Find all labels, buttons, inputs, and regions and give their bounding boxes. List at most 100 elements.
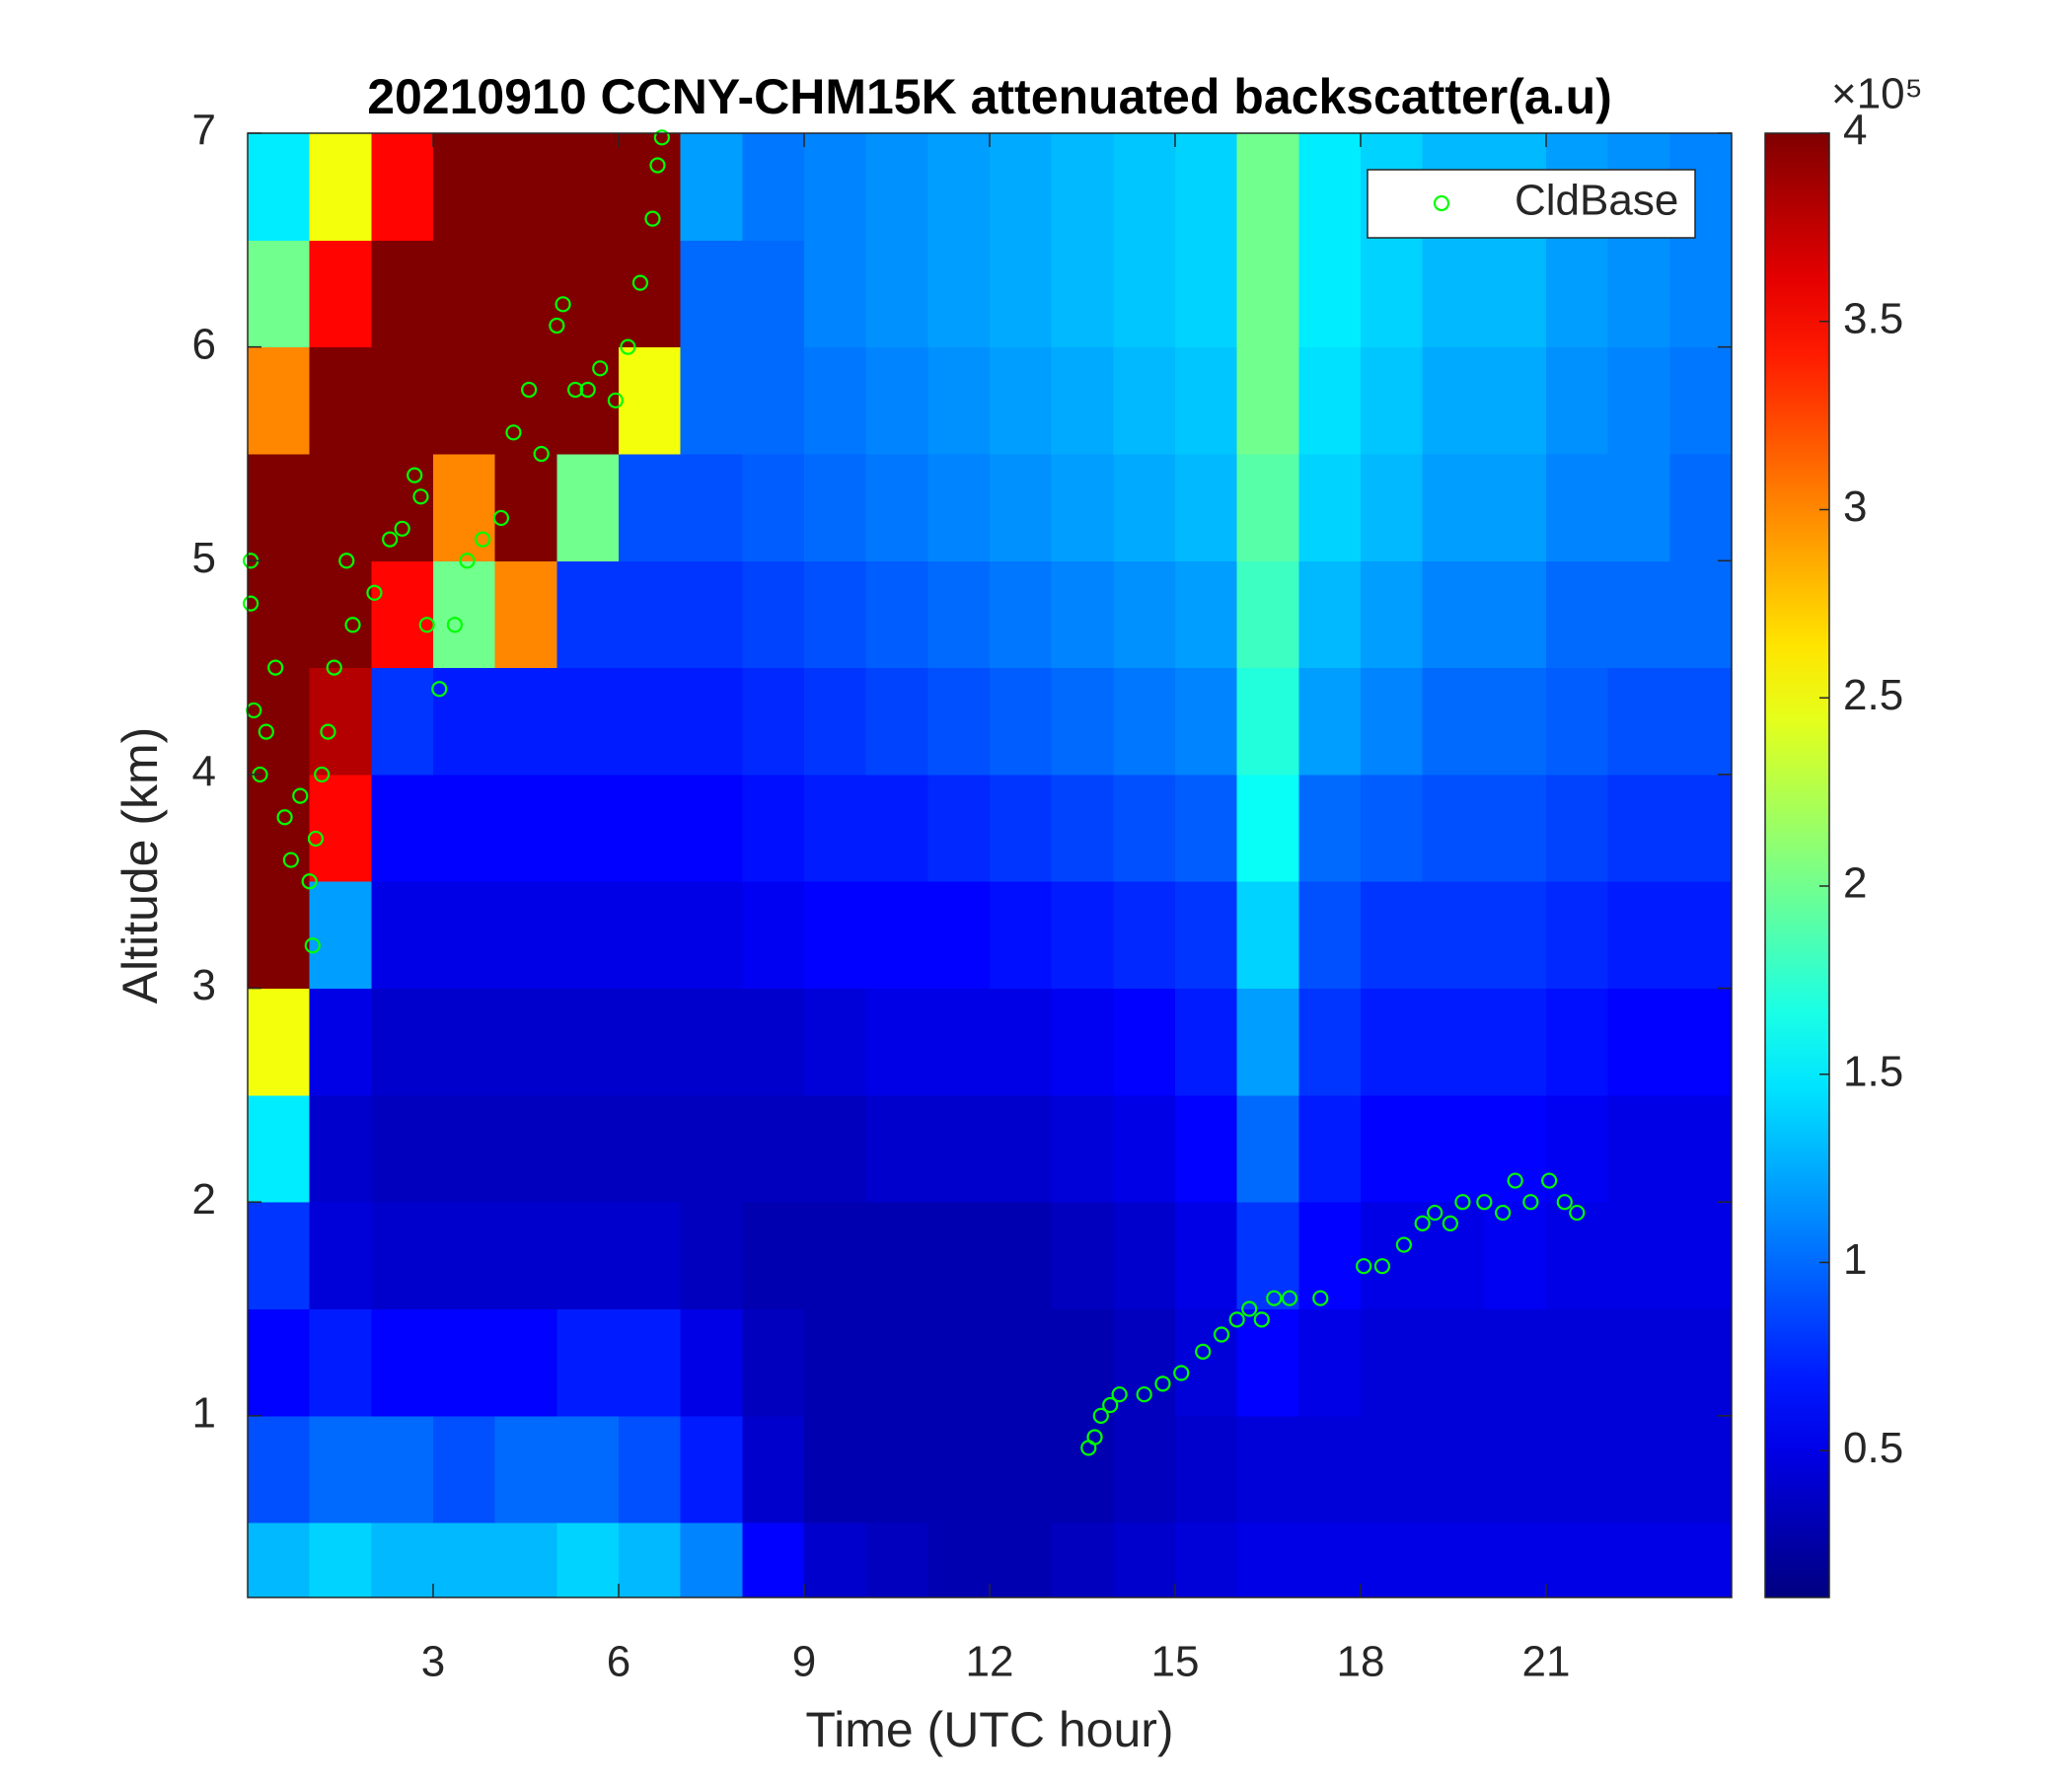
cloud-base-point: [1395, 1236, 1412, 1253]
heat-cell: [927, 988, 991, 1096]
heat-cell: [927, 881, 991, 990]
heat-cell: [1051, 453, 1114, 561]
heat-cell: [1546, 453, 1609, 561]
cloud-base-point: [292, 787, 309, 804]
heat-cell: [494, 1308, 557, 1417]
heat-cell: [990, 1094, 1053, 1203]
heatmap: [248, 133, 1733, 1598]
heat-cell: [1484, 1415, 1547, 1523]
heat-cell: [1298, 1202, 1362, 1310]
cloud-base-point: [314, 766, 331, 783]
heat-cell: [927, 1522, 991, 1598]
heat-cell: [1298, 881, 1362, 990]
heat-cell: [1607, 1522, 1670, 1598]
heat-cell: [927, 346, 991, 455]
heat-cell: [433, 1522, 496, 1598]
cloud-base-point: [446, 617, 464, 633]
heat-cell: [1236, 667, 1299, 776]
heat-cell: [1422, 988, 1485, 1096]
heat-cell: [1422, 1094, 1485, 1203]
heat-cell: [619, 881, 682, 990]
heat-cell: [309, 1202, 372, 1310]
cloud-base-point: [1281, 1290, 1298, 1306]
heat-cell: [433, 881, 496, 990]
y-tick-label: 5: [192, 534, 216, 582]
heat-cell: [990, 453, 1053, 561]
heat-cell: [248, 1308, 311, 1417]
heat-cell: [742, 881, 805, 990]
cloud-base-point: [1253, 1311, 1270, 1328]
x-tick-label: 6: [607, 1638, 630, 1686]
heat-cell: [804, 1202, 867, 1310]
heat-cell: [865, 1415, 928, 1523]
cloud-base-point: [304, 937, 321, 954]
heat-cell: [1669, 667, 1733, 776]
heat-cell: [309, 1522, 372, 1598]
heat-cell: [619, 774, 682, 882]
heat-cell: [1175, 346, 1238, 455]
heat-cell: [1669, 1202, 1733, 1310]
cloud-base-point: [243, 595, 259, 612]
heat-cell: [1175, 988, 1238, 1096]
heat-cell: [1175, 560, 1238, 669]
heat-cell: [1113, 881, 1176, 990]
heat-cell: [433, 1094, 496, 1203]
heat-cell: [1484, 1522, 1547, 1598]
heat-cell: [1175, 1308, 1238, 1417]
heat-cell: [1607, 453, 1670, 561]
x-tick-label: 12: [966, 1638, 1014, 1686]
heat-cell: [1484, 1094, 1547, 1203]
heat-cell: [1298, 453, 1362, 561]
heat-cell: [433, 453, 496, 561]
heat-cell: [927, 240, 991, 348]
heat-cell: [804, 988, 867, 1096]
heat-cell: [248, 1094, 311, 1203]
colorbar-tick-label: 4: [1843, 107, 1867, 155]
heat-cell: [1175, 1522, 1238, 1598]
heat-cell: [1298, 560, 1362, 669]
heat-cell: [680, 988, 743, 1096]
heat-cell: [990, 1308, 1053, 1417]
cloud-base-point: [431, 681, 448, 698]
heat-cell: [1422, 881, 1485, 990]
cloud-base-point: [258, 723, 274, 740]
colorbar-tick-label: 3.5: [1843, 294, 1903, 342]
heat-cell: [865, 1202, 928, 1310]
heat-cell: [1361, 774, 1424, 882]
heat-cell: [1546, 774, 1609, 882]
colorbar-tick-label: 0.5: [1843, 1424, 1903, 1472]
heat-cell: [742, 560, 805, 669]
heat-cell: [1361, 667, 1424, 776]
heat-cell: [742, 667, 805, 776]
heat-cell: [1422, 667, 1485, 776]
cloud-base-point: [579, 381, 596, 399]
cloud-base-point: [1136, 1386, 1152, 1403]
heat-cell: [1236, 453, 1299, 561]
y-tick-label: 3: [192, 961, 216, 1009]
heat-cell: [1484, 346, 1547, 455]
heat-cell: [1484, 988, 1547, 1096]
heat-cell: [556, 1308, 620, 1417]
x-tick-label: 18: [1337, 1638, 1385, 1686]
heat-cell: [927, 1308, 991, 1417]
heat-cell: [1236, 1415, 1299, 1523]
heat-cell: [1546, 881, 1609, 990]
cloud-base-point: [1442, 1215, 1458, 1231]
heat-cell: [1298, 774, 1362, 882]
heat-cell: [1175, 1415, 1238, 1523]
heat-cell: [1484, 560, 1547, 669]
heat-cell: [1175, 1202, 1238, 1310]
heat-cell: [1113, 1522, 1176, 1598]
heat-cell: [1669, 774, 1733, 882]
heat-cell: [494, 453, 557, 561]
heat-cell: [865, 774, 928, 882]
heat-cell: [556, 667, 620, 776]
heat-cell: [990, 1415, 1053, 1523]
heat-cell: [619, 453, 682, 561]
heat-cell: [1236, 346, 1299, 455]
heat-cell: [619, 560, 682, 669]
heat-cell: [804, 774, 867, 882]
heat-cell: [742, 1308, 805, 1417]
cloud-base-point: [418, 617, 435, 633]
heat-cell: [1236, 774, 1299, 882]
